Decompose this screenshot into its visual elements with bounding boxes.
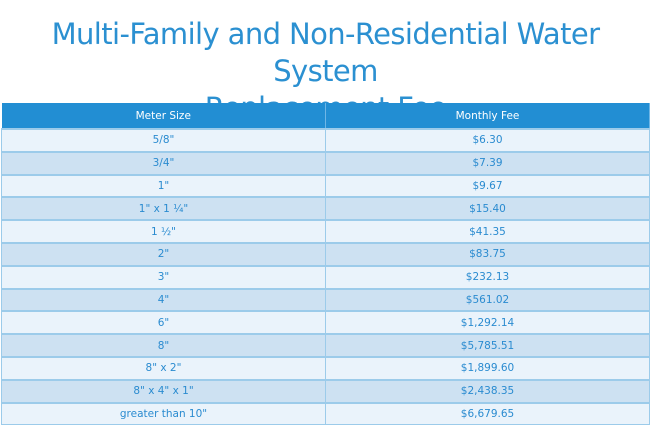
table-row: 1" $9.67 [1,173,650,198]
header-meter-size: Meter Size [1,103,326,129]
table-row: 5/8" $6.30 [1,128,650,152]
table-body: 5/8" $6.30 3/4" $7.39 1" $9.67 1" x 1 ¼" $15.40… [1,128,650,426]
monthly-fee-cell: $7.39 [325,150,650,175]
monthly-fee-cell: $2,438.35 [325,378,650,403]
table-row: 2" $83.75 [1,241,650,266]
monthly-fee-cell: $41.35 [325,219,650,243]
meter-size-cell: 8" [1,333,326,357]
meter-size-cell: greater than 10" [1,401,326,426]
meter-size-cell: 1" [1,173,326,198]
table-row: 1" x 1 ¼" $15.40 [1,196,650,221]
monthly-fee-cell: $5,785.51 [325,333,650,357]
meter-size-cell: 8" x 2" [1,355,326,380]
fee-table: Meter Size Monthly Fee 5/8" $6.30 3/4" $7.3… [1,103,650,426]
monthly-fee-cell: $561.02 [325,287,650,312]
table-row: 1 ½" $41.35 [1,219,650,243]
meter-size-cell: 8" x 4" x 1" [1,378,326,403]
meter-size-cell: 2" [1,241,326,266]
meter-size-cell: 3/4" [1,150,326,175]
monthly-fee-cell: $1,899.60 [325,355,650,380]
table-row: 8" x 4" x 1" $2,438.35 [1,378,650,403]
table-row: 4" $561.02 [1,287,650,312]
table-row: 3/4" $7.39 [1,150,650,175]
table-row: 8" x 2" $1,899.60 [1,355,650,380]
meter-size-cell: 6" [1,310,326,335]
table-row: 6" $1,292.14 [1,310,650,335]
table-header-row: Meter Size Monthly Fee [1,103,650,129]
monthly-fee-cell: $9.67 [325,173,650,198]
monthly-fee-cell: $83.75 [325,241,650,266]
monthly-fee-cell: $6.30 [325,128,650,152]
table-row: greater than 10" $6,679.65 [1,401,650,426]
monthly-fee-cell: $15.40 [325,196,650,221]
meter-size-cell: 5/8" [1,128,326,152]
table-row: 8" $5,785.51 [1,333,650,357]
meter-size-cell: 4" [1,287,326,312]
monthly-fee-cell: $232.13 [325,264,650,289]
monthly-fee-cell: $6,679.65 [325,401,650,426]
meter-size-cell: 3" [1,264,326,289]
meter-size-cell: 1" x 1 ¼" [1,196,326,221]
monthly-fee-cell: $1,292.14 [325,310,650,335]
header-monthly-fee: Monthly Fee [325,103,650,129]
title-line-1: Multi-Family and Non-Residential Water S… [51,17,600,88]
meter-size-cell: 1 ½" [1,219,326,243]
table-row: 3" $232.13 [1,264,650,289]
